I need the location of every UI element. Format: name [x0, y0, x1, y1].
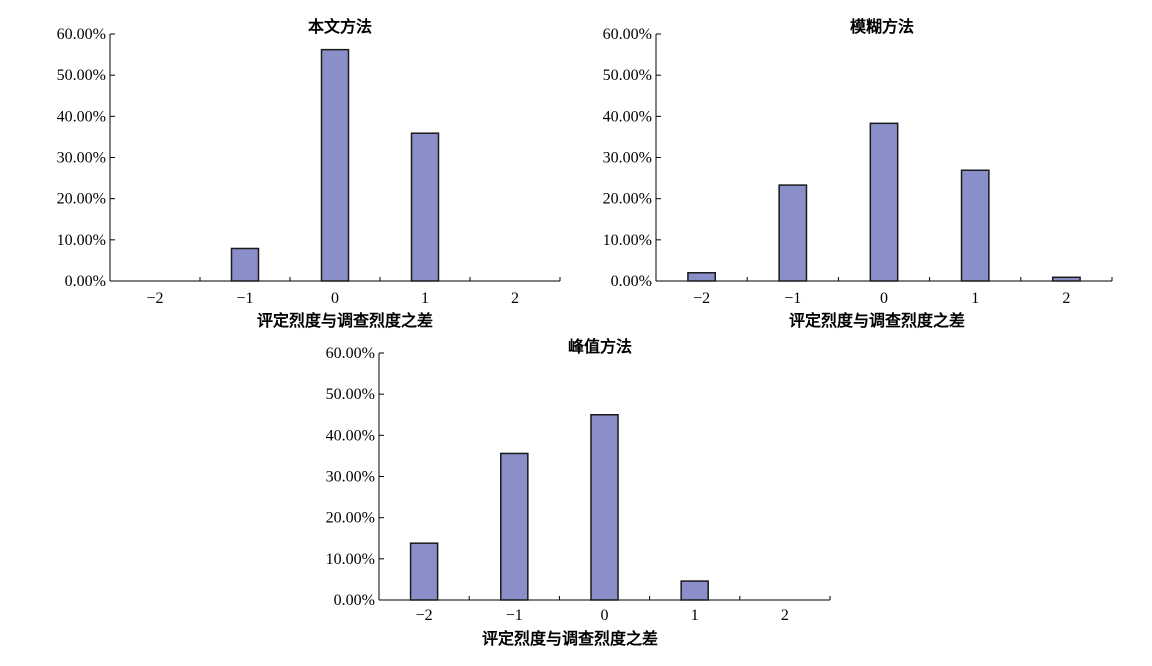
y-tick-label: 40.00% [603, 108, 652, 125]
y-tick-label: 0.00% [611, 273, 652, 290]
chart-fengzhi: 峰值方法 0.00% 10.00% 20.00% 30.00% 40.00% 50.00% 6… [260, 332, 860, 662]
y-tick-label: 10.00% [326, 551, 375, 568]
y-tick-label: 0.00% [65, 273, 106, 290]
x-axis-label: 评定烈度与调查烈度之差 [482, 629, 658, 648]
y-tick-label: 20.00% [57, 191, 106, 208]
x-tick-label: 1 [421, 290, 429, 307]
bar [687, 272, 717, 282]
x-tick-label: −1 [506, 607, 523, 624]
chart-mohu: 模糊方法 0.00% 10.00% 20.00% 30.00% 40.00% 50.00% 6… [560, 0, 1152, 330]
bar [409, 542, 439, 601]
bar [778, 184, 808, 282]
chart-title: 模糊方法 [850, 17, 914, 36]
bar [320, 48, 350, 282]
x-tick-label: 0 [331, 290, 339, 307]
y-tick-label: 50.00% [326, 386, 375, 403]
y-tick-label: 50.00% [57, 67, 106, 84]
y-tick-label: 10.00% [57, 232, 106, 249]
y-tick-label: 10.00% [603, 232, 652, 249]
bar [410, 132, 440, 282]
bar [230, 247, 260, 282]
bar [500, 452, 529, 601]
y-tick-label: 30.00% [326, 469, 375, 486]
y-tick-label: 20.00% [326, 510, 375, 527]
x-axis-label: 评定烈度与调查烈度之差 [257, 311, 433, 330]
y-tick-label: 30.00% [603, 150, 652, 167]
x-tick-label: 0 [880, 290, 888, 307]
x-tick-label: 2 [781, 607, 789, 624]
x-tick-label: 1 [691, 607, 699, 624]
x-tick-label: 2 [511, 290, 519, 307]
x-tick-label: 1 [971, 290, 979, 307]
chart-title: 本文方法 [308, 17, 372, 36]
y-tick-label: 60.00% [57, 26, 106, 43]
bar [960, 169, 990, 282]
y-tick-label: 50.00% [603, 67, 652, 84]
y-tick-label: 20.00% [603, 191, 652, 208]
chart-svg: 模糊方法 0.00% 10.00% 20.00% 30.00% 40.00% 50.00% 6… [603, 17, 1113, 330]
x-tick-label: −2 [146, 290, 163, 307]
x-tick-label: −2 [416, 607, 433, 624]
x-tick-label: −1 [784, 290, 801, 307]
x-tick-label: 2 [1062, 290, 1070, 307]
chart-svg: 峰值方法 0.00% 10.00% 20.00% 30.00% 40.00% 50.00% 6… [326, 337, 831, 648]
bar [1051, 276, 1081, 282]
bar [869, 122, 899, 282]
y-tick-label: 40.00% [57, 108, 106, 125]
x-axis-label: 评定烈度与调查烈度之差 [789, 311, 965, 330]
x-tick-label: −1 [236, 290, 253, 307]
bar [680, 580, 709, 601]
chart-svg: 本文方法 0.00% 10.00% 20.00% 30.00% 40.00% 50.00% 6… [57, 17, 561, 330]
x-tick-label: −2 [693, 290, 710, 307]
y-tick-label: 0.00% [334, 592, 375, 609]
x-tick-label: 0 [601, 607, 609, 624]
y-tick-label: 60.00% [603, 26, 652, 43]
y-tick-label: 30.00% [57, 150, 106, 167]
chart-title: 峰值方法 [568, 337, 632, 356]
chart-benwen: 本文方法 0.00% 10.00% 20.00% 30.00% 40.00% 50.00% 6… [0, 0, 561, 330]
y-tick-label: 40.00% [326, 427, 375, 444]
y-tick-label: 60.00% [326, 345, 375, 362]
bar [590, 414, 619, 601]
